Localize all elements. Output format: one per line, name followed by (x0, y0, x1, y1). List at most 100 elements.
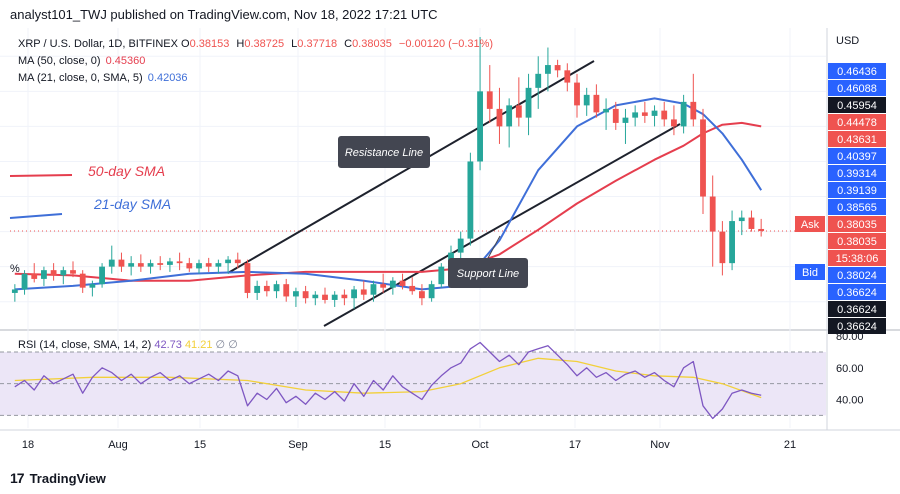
price-tag-label: 0.38565 (837, 202, 877, 214)
price-tag-label: 0.43631 (837, 134, 877, 146)
candle-body (89, 284, 96, 288)
candle-body (535, 73, 542, 88)
bid-tag-box (795, 264, 825, 280)
candle-body (748, 217, 755, 229)
price-chart[interactable]: 50-day SMA 21-day SMA% Resistance Line Supp… (0, 28, 900, 468)
candle-body (719, 231, 726, 264)
candle-body (147, 263, 154, 267)
candle-body (21, 273, 28, 290)
price-tag-box (828, 63, 886, 79)
ohlc-key: L (288, 38, 298, 50)
candle-body (467, 161, 474, 239)
candle-body (583, 94, 590, 106)
candle-body (496, 108, 503, 127)
candle-body (477, 91, 483, 162)
price-tag-label: 0.38035 (837, 236, 877, 248)
candles (11, 37, 765, 309)
price-tag-box (828, 267, 886, 283)
candle-body (758, 228, 765, 231)
annotations: 50-day SMA 21-day SMA% Resistance Line Supp… (9, 35, 859, 288)
ma50-label: MA (50, close, 0) (18, 55, 101, 67)
price-tag-label: 15:38:06 (836, 253, 879, 265)
x-tick-label: 18 (22, 439, 34, 451)
price-tag-label: 0.36624 (837, 321, 877, 333)
currency-label: USD (836, 35, 859, 47)
candle-body (137, 263, 144, 267)
candle-body (690, 101, 697, 120)
rsi-sma-value: 41.21 (184, 339, 213, 351)
candle-body (671, 119, 677, 127)
candle-body (351, 289, 357, 299)
candle-body (215, 263, 222, 267)
rsi-axis-label: 60.00 (836, 363, 864, 375)
ohlc-value: 0.38725 (244, 38, 285, 50)
rsi-empty-2: ∅ (228, 339, 238, 351)
rsi-empty-1: ∅ (215, 339, 226, 351)
candle-body (438, 266, 445, 285)
candle-body (341, 294, 348, 299)
price-tag-box (828, 216, 886, 232)
candle-body (380, 284, 387, 288)
rsi-line (14, 341, 762, 420)
rsi-axis-label: 80.00 (836, 331, 864, 343)
candle-body (176, 261, 183, 264)
candle-body (244, 263, 251, 293)
ma50-row: MA (50, close, 0) 0.45360 (18, 53, 497, 70)
resistance-callout-box (338, 136, 430, 168)
x-tick-label: Aug (108, 439, 128, 451)
price-tag-label: 0.38035 (837, 219, 877, 231)
price-tag-label: 0.40397 (837, 151, 877, 163)
pct-fragment: % (10, 263, 20, 275)
candle-body (312, 294, 319, 299)
ma21-label: MA (21, close, 0, SMA, 5) (18, 72, 143, 84)
price-tag-label: 0.45954 (837, 100, 877, 112)
candle-body (108, 259, 115, 267)
sma21-annotation: 21-day SMA (93, 196, 171, 212)
price-tag-box (828, 284, 886, 300)
x-tick-label: 15 (379, 439, 391, 451)
price-tag-label: 0.36624 (837, 287, 877, 299)
sma21-legend-line (9, 213, 63, 219)
x-tick-label: Oct (471, 439, 488, 451)
candle-body (729, 221, 735, 264)
ohlc-value: 0.38035 (352, 38, 392, 50)
candle-body (399, 280, 406, 286)
candle-body (389, 280, 396, 288)
x-tick-label: 17 (569, 439, 581, 451)
candle-body (622, 117, 629, 123)
candle-body (157, 263, 164, 265)
rsi-sma-line (14, 357, 762, 399)
candle-body (70, 270, 76, 274)
price-tag-box (828, 301, 886, 317)
symbol-legend: XRP / U.S. Dollar, 1D, BITFINEX O0.38153… (18, 36, 497, 87)
price-tag-label: 0.36624 (837, 304, 877, 316)
candle-body (574, 82, 580, 106)
ma50-value: 0.45360 (105, 55, 146, 67)
price-tag-box (828, 97, 886, 113)
candle-body (641, 112, 648, 116)
candle-body (661, 110, 668, 120)
ma21-value: 0.42036 (147, 72, 188, 84)
ohlc-values: O0.38153 H0.38725 L0.37718 C0.38035 (181, 38, 396, 50)
ask-tag-label: Ask (801, 219, 820, 231)
candle-body (331, 294, 338, 300)
price-tag-box (828, 182, 886, 198)
candle-body (419, 291, 425, 299)
sma50-annotation: 50-day SMA (88, 163, 165, 179)
price-tag-label: 0.39314 (837, 168, 877, 180)
candle-body (293, 291, 299, 297)
candle-body (486, 91, 493, 109)
ma21-row: MA (21, close, 0, SMA, 5) 0.42036 (18, 70, 497, 87)
price-tag-box (828, 199, 886, 215)
symbol-title: XRP / U.S. Dollar, 1D, BITFINEX (18, 38, 178, 50)
candle-body (506, 105, 513, 127)
publisher-header: analyst101_TWJ published on TradingView.… (10, 7, 438, 22)
candle-body (738, 217, 745, 222)
candle-body (525, 87, 532, 118)
candle-body (196, 263, 202, 269)
candle-body (457, 238, 464, 253)
symbol-row: XRP / U.S. Dollar, 1D, BITFINEX O0.38153… (18, 36, 497, 53)
candle-body (515, 105, 522, 118)
price-tag-box (828, 114, 886, 130)
rsi-axis-label: 40.00 (836, 395, 864, 407)
